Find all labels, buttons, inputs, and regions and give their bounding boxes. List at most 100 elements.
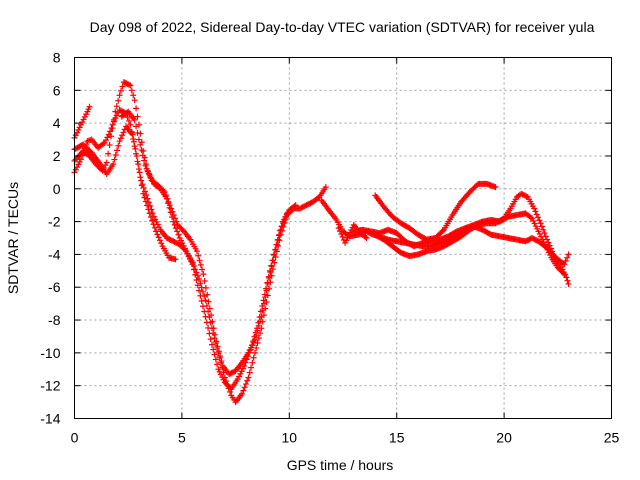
data-point	[183, 248, 190, 255]
data-point	[200, 271, 207, 278]
data-point	[268, 263, 275, 270]
data-point	[535, 228, 542, 235]
data-point	[152, 216, 159, 223]
data-point	[541, 230, 548, 237]
data-point	[139, 181, 146, 188]
data-point	[163, 192, 170, 199]
tick-labels-layer: 0 5 10 15 20 25 -14 -12 -10 -8 -6 -4 -2 0 2 4 6 8	[40, 50, 619, 446]
data-point	[143, 192, 150, 199]
data-point	[199, 303, 206, 310]
data-point	[185, 253, 192, 260]
data-point	[131, 116, 138, 123]
data-point	[79, 119, 86, 126]
x-tick-label: 20	[496, 430, 512, 446]
data-point	[135, 166, 142, 173]
data-point	[103, 137, 110, 144]
data-point	[212, 356, 219, 363]
data-point	[196, 257, 203, 264]
data-point	[194, 282, 201, 289]
data-point	[266, 275, 273, 282]
data-point	[113, 103, 120, 110]
data-point	[217, 353, 224, 360]
data-point	[217, 371, 224, 378]
data-point	[105, 131, 112, 138]
data-point	[202, 297, 209, 304]
data-point	[207, 336, 214, 343]
data-point	[251, 349, 258, 356]
data-point	[275, 236, 282, 243]
data-point	[143, 165, 150, 172]
data-point	[126, 81, 133, 88]
x-axis-label: GPS time / hours	[287, 457, 394, 473]
y-tick-label: -10	[40, 345, 60, 361]
data-point	[141, 157, 148, 164]
data-point	[559, 266, 566, 273]
data-point	[239, 365, 246, 372]
data-point	[83, 111, 90, 118]
data-point	[131, 97, 138, 104]
data-point	[142, 162, 149, 169]
data-point	[117, 135, 124, 142]
data-point	[250, 354, 257, 361]
data-point	[133, 123, 140, 130]
data-point	[74, 129, 81, 136]
series-trace	[372, 180, 499, 243]
data-point	[336, 228, 343, 235]
data-point	[254, 340, 261, 347]
data-point	[112, 108, 119, 115]
data-point	[542, 233, 549, 240]
data-point	[536, 231, 543, 238]
data-point	[546, 242, 553, 249]
data-point	[80, 149, 87, 156]
plot-frame	[74, 57, 612, 419]
data-point	[263, 287, 270, 294]
data-point	[169, 208, 176, 215]
data-point	[132, 145, 139, 152]
data-point	[119, 132, 126, 139]
data-point	[181, 246, 188, 253]
data-point	[562, 271, 569, 278]
x-tick-label: 5	[178, 430, 186, 446]
data-point	[280, 220, 287, 227]
data-point	[253, 344, 260, 351]
data-point	[202, 313, 209, 320]
data-point	[120, 129, 127, 136]
data-point	[244, 377, 251, 384]
data-point	[248, 344, 255, 351]
data-point	[565, 280, 572, 287]
data-point	[105, 150, 112, 157]
data-point	[199, 288, 206, 295]
data-point	[556, 261, 563, 268]
data-point	[215, 366, 222, 373]
data-point	[236, 373, 243, 380]
data-point	[564, 277, 571, 284]
data-point	[156, 224, 163, 231]
data-point	[269, 257, 276, 264]
data-point	[531, 205, 538, 212]
data-point	[234, 376, 241, 383]
data-point	[245, 374, 252, 381]
y-tick-label: 0	[53, 181, 61, 197]
data-point	[111, 156, 118, 163]
data-point	[201, 308, 208, 315]
data-point	[161, 189, 168, 196]
data-point	[155, 234, 162, 241]
data-point	[197, 261, 204, 268]
data-point	[137, 174, 144, 181]
data-point	[530, 217, 537, 224]
data-point	[439, 227, 446, 234]
data-point	[190, 266, 197, 273]
data-point	[547, 245, 554, 252]
data-point	[158, 240, 165, 247]
data-point	[273, 241, 280, 248]
data-point	[254, 327, 261, 334]
data-point	[211, 331, 218, 338]
data-point	[146, 171, 153, 178]
series-trace	[71, 123, 299, 392]
data-point	[208, 312, 215, 319]
data-point	[110, 161, 117, 168]
y-tick-label: 8	[53, 50, 61, 66]
data-point	[188, 258, 195, 265]
data-point	[118, 87, 125, 94]
data-point	[137, 141, 144, 148]
